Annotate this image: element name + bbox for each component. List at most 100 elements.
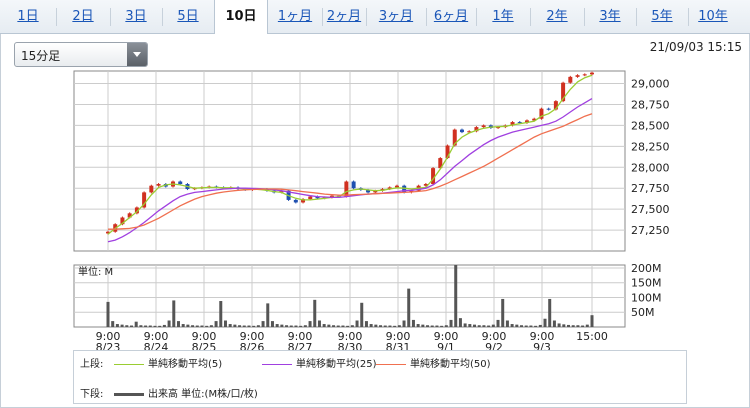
volume-bar — [275, 324, 279, 327]
price-tick-label: 27,250 — [631, 224, 670, 237]
price-candle — [394, 185, 399, 188]
time-tick-label: 9:00 — [338, 330, 363, 343]
price-tick-label: 28,250 — [631, 140, 670, 153]
volume-bar — [524, 325, 528, 327]
price-candle — [575, 75, 580, 77]
price-candle — [308, 196, 313, 200]
price-candle — [474, 127, 479, 132]
price-candle — [156, 184, 161, 186]
tab-11[interactable]: 3年 — [599, 9, 621, 24]
volume-bar — [477, 325, 481, 327]
tab-3[interactable]: 5日 — [177, 9, 199, 24]
tab-separator — [636, 8, 637, 26]
volume-bar — [167, 320, 171, 327]
volume-bar — [144, 325, 148, 327]
volume-bar — [571, 325, 575, 327]
tab-8[interactable]: 6ヶ月 — [433, 9, 469, 24]
tab-separator — [162, 8, 163, 26]
price-candle — [532, 118, 537, 121]
volume-bar — [280, 324, 284, 327]
volume-bar — [153, 325, 157, 327]
legend-upper-label: 上段: — [80, 359, 104, 370]
tab-2[interactable]: 3日 — [125, 9, 147, 24]
legend-ma50-swatch — [376, 363, 406, 365]
price-tick-label: 27,750 — [631, 182, 670, 195]
tab-separator — [110, 8, 111, 26]
price-candle — [127, 213, 132, 218]
volume-bar — [238, 325, 242, 327]
tab-separator — [366, 8, 367, 26]
volume-bar — [294, 325, 298, 327]
price-candle — [373, 190, 378, 193]
price-candle — [106, 231, 110, 234]
tab-7[interactable]: 3ヶ月 — [378, 9, 414, 24]
volume-bar — [139, 325, 143, 327]
volume-bar — [458, 318, 462, 327]
volume-bar — [397, 325, 401, 327]
volume-bar — [195, 325, 199, 327]
tab-4[interactable]: 10日 — [214, 0, 268, 34]
price-candle — [568, 76, 573, 83]
volume-bar — [407, 288, 411, 327]
price-candle — [561, 82, 566, 102]
volume-bar — [520, 325, 524, 327]
volume-bar — [228, 324, 232, 327]
tab-13[interactable]: 10年 — [698, 9, 728, 24]
tab-10[interactable]: 2年 — [546, 9, 568, 24]
price-candle — [301, 199, 306, 203]
price-candle — [517, 122, 522, 124]
volume-bar — [369, 324, 373, 327]
volume-bar — [364, 321, 368, 327]
volume-bar — [266, 303, 270, 327]
legend-ma25: 単純移動平均(25) — [262, 355, 377, 370]
interval-select[interactable]: 15分足 — [14, 42, 148, 67]
volume-bar — [360, 302, 364, 327]
volume-bar — [562, 324, 566, 327]
volume-bar — [379, 325, 383, 327]
time-tick-label: 9:00 — [192, 330, 217, 343]
tab-9[interactable]: 1年 — [492, 9, 514, 24]
time-tick-label: 15:00 — [576, 330, 608, 343]
price-tick-label: 29,000 — [631, 78, 670, 91]
price-candle — [546, 108, 551, 110]
volume-bar — [491, 324, 495, 327]
legend-lower-label: 下段: — [80, 389, 104, 400]
volume-bar — [440, 325, 444, 327]
tab-separator — [530, 8, 531, 26]
tab-1[interactable]: 2日 — [72, 9, 94, 24]
chevron-down-icon[interactable] — [127, 43, 147, 66]
price-candle — [590, 72, 594, 75]
volume-bar — [247, 325, 251, 327]
tab-separator — [688, 8, 689, 26]
volume-bar — [538, 324, 542, 327]
price-tick-label: 27,500 — [631, 203, 670, 216]
volume-bar — [317, 320, 321, 327]
volume-bar — [158, 325, 162, 327]
volume-bar — [346, 325, 350, 327]
volume-bar — [350, 325, 354, 327]
volume-bar — [285, 325, 289, 327]
legend-volume: 出来高 単位:(M株/口/枚) — [114, 385, 258, 400]
price-candle — [452, 129, 457, 146]
interval-select-value: 15分足 — [21, 49, 61, 63]
volume-bar — [327, 324, 331, 327]
price-candle — [293, 199, 298, 203]
tab-0[interactable]: 1日 — [17, 9, 39, 24]
tab-5[interactable]: 1ヶ月 — [277, 9, 313, 24]
time-tick-label: 9:00 — [240, 330, 265, 343]
volume-bar — [336, 325, 340, 327]
tab-6[interactable]: 2ヶ月 — [326, 9, 362, 24]
volume-unit-label: 単位: M — [78, 265, 113, 278]
price-candle — [329, 195, 334, 198]
price-candle — [539, 108, 544, 119]
volume-bar — [444, 325, 448, 327]
price-candle — [481, 125, 486, 128]
volume-tick-label: 50M — [631, 306, 655, 319]
price-candle — [279, 190, 284, 193]
price-candle — [582, 74, 587, 76]
volume-bar — [125, 325, 129, 327]
tab-12[interactable]: 5年 — [651, 9, 673, 24]
volume-bar — [355, 320, 359, 327]
legend: 上段: 単純移動平均(5) 単純移動平均(25) 単純移動平均(50) 下段: … — [73, 350, 687, 404]
price-candle — [438, 158, 443, 169]
